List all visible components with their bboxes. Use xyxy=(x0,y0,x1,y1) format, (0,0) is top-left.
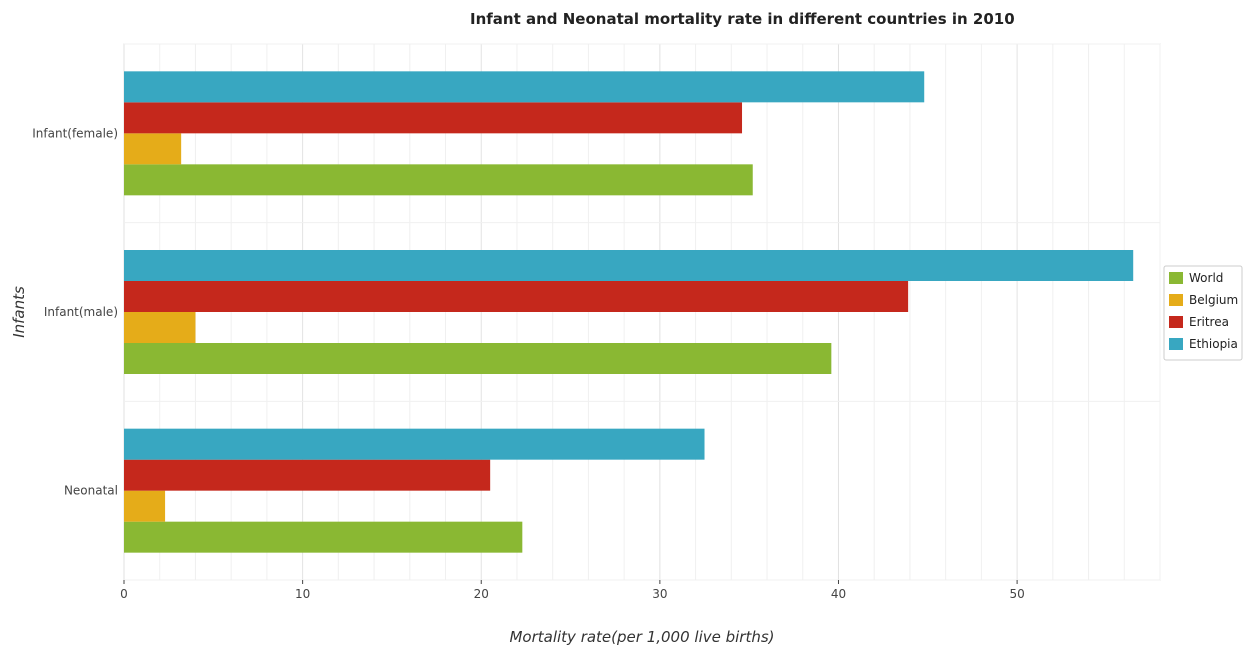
x-tick-label: 40 xyxy=(831,587,846,601)
x-tick-label: 0 xyxy=(120,587,128,601)
bar-ethiopia-2 xyxy=(124,428,705,460)
legend-swatch-ethiopia xyxy=(1169,338,1183,350)
bar-belgium-0 xyxy=(124,133,182,165)
x-axis-label: Mortality rate(per 1,000 live births) xyxy=(509,628,774,646)
y-tick-label: Infant(female) xyxy=(32,126,118,140)
bar-world-1 xyxy=(124,343,832,374)
bar-eritrea-1 xyxy=(124,281,909,312)
legend-label-ethiopia: Ethiopia xyxy=(1189,337,1238,351)
legend-swatch-world xyxy=(1169,272,1183,284)
x-tick-label: 30 xyxy=(652,587,667,601)
bar-belgium-1 xyxy=(124,312,196,343)
x-tick-label: 10 xyxy=(295,587,310,601)
y-tick-label: Infant(male) xyxy=(44,305,118,319)
bars xyxy=(124,71,1134,553)
y-axis-label: Infants xyxy=(10,286,28,338)
bar-belgium-2 xyxy=(124,490,166,522)
bar-eritrea-2 xyxy=(124,459,491,491)
legend-label-eritrea: Eritrea xyxy=(1189,315,1229,329)
legend: World Belgium Eritrea Ethiopia xyxy=(1163,265,1243,361)
legend-label-world: World xyxy=(1189,271,1223,285)
y-tick-labels: Infant(female) Infant(male) Neonatal xyxy=(32,126,118,497)
bar-world-0 xyxy=(124,164,753,196)
x-tick-label: 20 xyxy=(474,587,489,601)
legend-label-belgium: Belgium xyxy=(1189,293,1238,307)
y-tick-label: Neonatal xyxy=(64,484,118,498)
x-tick-labels: 0 10 20 30 40 50 xyxy=(120,580,1025,601)
bar-ethiopia-0 xyxy=(124,71,925,103)
legend-swatch-eritrea xyxy=(1169,316,1183,328)
bar-eritrea-0 xyxy=(124,102,743,134)
legend-box xyxy=(1163,265,1243,361)
x-tick-label: 50 xyxy=(1009,587,1024,601)
legend-swatch-belgium xyxy=(1169,294,1183,306)
chart-title: Infant and Neonatal mortality rate in di… xyxy=(470,10,1015,28)
bar-ethiopia-1 xyxy=(124,250,1134,281)
bar-world-2 xyxy=(124,521,523,553)
